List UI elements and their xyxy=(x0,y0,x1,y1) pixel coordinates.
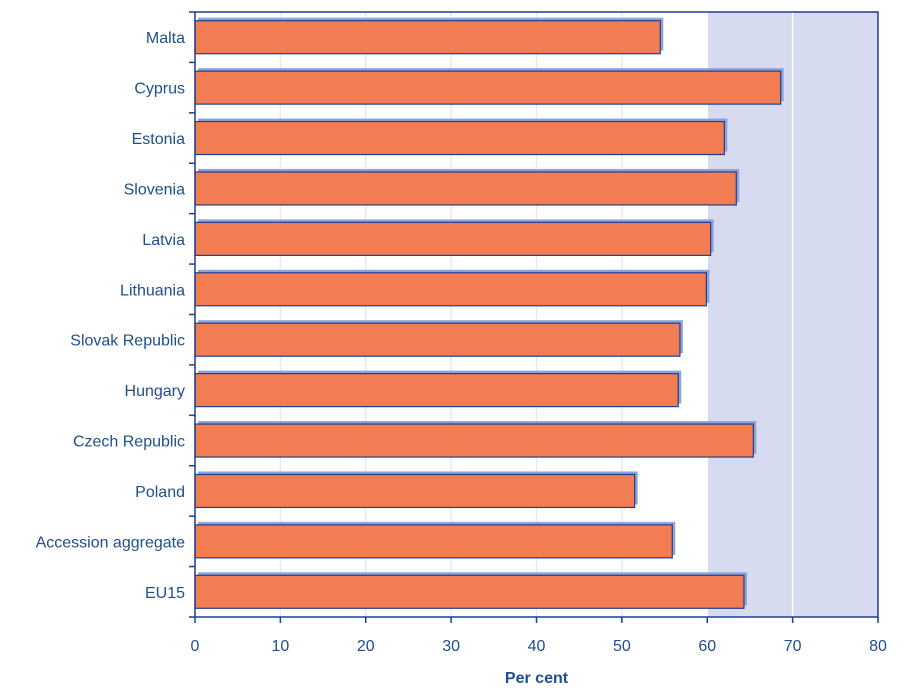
x-tick-labels: 0 10 20 30 40 50 60 70 80 xyxy=(191,638,887,655)
gridlines xyxy=(279,12,794,617)
x-tick-label: 60 xyxy=(698,638,716,655)
bar-eu15 xyxy=(194,574,745,609)
bar-poland xyxy=(194,473,636,509)
x-tick-label: 0 xyxy=(191,638,200,655)
x-tick-label: 50 xyxy=(613,638,631,655)
bar-estonia xyxy=(194,120,725,156)
category-label: EU15 xyxy=(145,585,185,602)
category-labels: Malta Cyprus Estonia Slovenia Latvia Lithuani… xyxy=(36,30,186,602)
category-label: Accession aggregate xyxy=(36,534,186,551)
axes xyxy=(189,11,879,623)
bar-slovenia xyxy=(194,171,737,206)
category-label: Cyprus xyxy=(134,81,185,98)
category-label: Lithuania xyxy=(120,282,185,299)
category-label: Slovak Republic xyxy=(70,333,185,350)
bar-cyprus xyxy=(194,70,782,105)
x-tick-label: 70 xyxy=(784,638,802,655)
x-tick-label: 80 xyxy=(869,638,887,655)
category-label: Hungary xyxy=(125,383,185,400)
category-label: Slovenia xyxy=(124,181,185,198)
x-tick-label: 20 xyxy=(357,638,375,655)
category-label: Malta xyxy=(146,30,185,47)
category-label: Poland xyxy=(135,484,185,501)
bar-accession-aggregate xyxy=(194,524,673,559)
bars xyxy=(194,17,784,609)
x-tick-label: 10 xyxy=(271,638,289,655)
category-label: Latvia xyxy=(142,232,185,249)
category-label: Czech Republic xyxy=(73,434,185,451)
bar-lithuania xyxy=(194,272,707,307)
bar-slovak-republic xyxy=(194,322,681,357)
category-label: Estonia xyxy=(132,131,185,148)
bar-malta xyxy=(194,20,661,55)
bar-hungary xyxy=(194,373,679,408)
x-tick-label: 40 xyxy=(528,638,546,655)
bar-latvia xyxy=(194,221,712,256)
x-tick-label: 30 xyxy=(442,638,460,655)
x-axis-title: Per cent xyxy=(505,670,569,687)
bar-czech-republic xyxy=(194,423,754,458)
